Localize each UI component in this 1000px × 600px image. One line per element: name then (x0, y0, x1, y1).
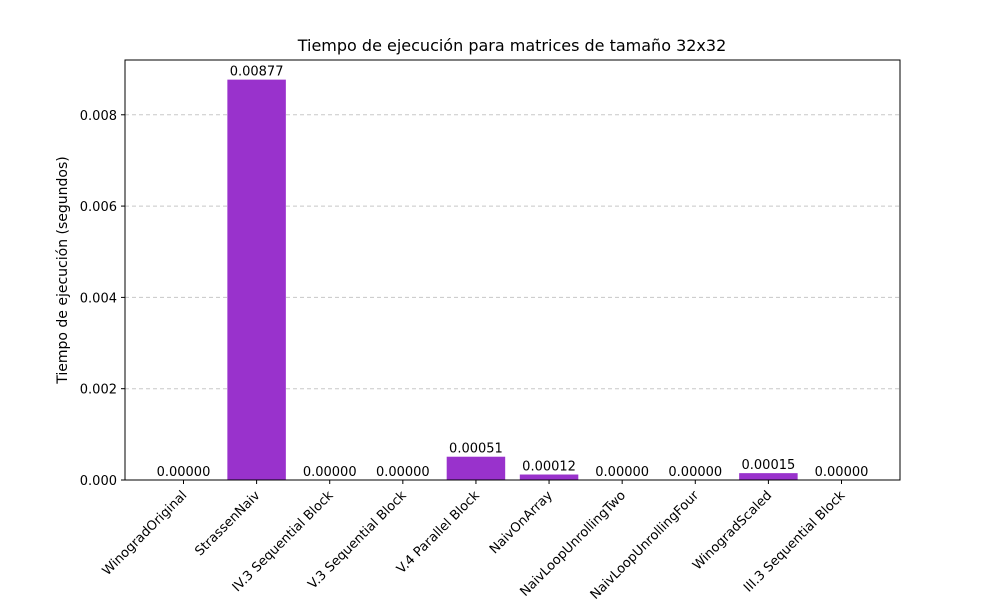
y-tick-label: 0.000 (80, 474, 117, 489)
bar (446, 456, 506, 480)
bar-value-label: 0.00000 (595, 465, 649, 480)
x-tick-label: WinogradScaled (690, 488, 775, 573)
x-tick-label: StrassenNaiv (192, 488, 263, 559)
data-labels: 0.00000 0.00877 0.00000 0.00000 0.00051 0.000… (157, 65, 869, 480)
bar (739, 473, 798, 480)
x-tick-label: WinogradOriginal (100, 488, 191, 579)
x-tick-label: NaivOnArray (487, 488, 556, 557)
y-tick-label: 0.008 (80, 109, 117, 124)
bar (227, 79, 286, 480)
y-tick-label: 0.004 (80, 291, 117, 306)
bar-value-label: 0.00000 (815, 465, 869, 480)
bar-value-label: 0.00012 (522, 460, 576, 475)
x-tick-label: V.4 Parallel Block (394, 488, 483, 577)
bars (227, 79, 798, 480)
y-axis: 0.000 0.002 0.004 0.006 0.008 (80, 109, 125, 489)
bar (519, 474, 579, 480)
plot-frame (124, 59, 901, 481)
bar-value-label: 0.00051 (449, 442, 503, 457)
bar-value-label: 0.00015 (742, 458, 796, 473)
bar-value-label: 0.00000 (668, 465, 722, 480)
chart-title: Tiempo de ejecución para matrices de tam… (297, 36, 727, 55)
bar-value-label: 0.00877 (230, 65, 284, 80)
bar-value-label: 0.00000 (376, 465, 430, 480)
y-tick-label: 0.006 (80, 200, 117, 215)
y-axis-label: Tiempo de ejecución (segundos) (55, 156, 71, 385)
bar-value-label: 0.00000 (303, 465, 357, 480)
bar-value-label: 0.00000 (157, 465, 211, 480)
y-tick-label: 0.002 (80, 383, 117, 398)
